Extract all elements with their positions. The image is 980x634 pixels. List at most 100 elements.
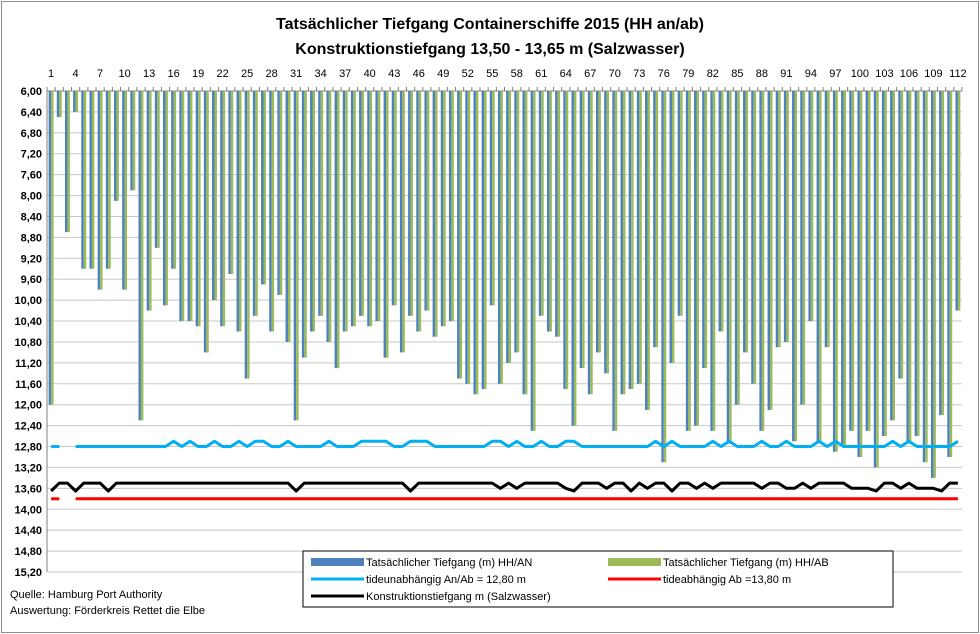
- x-tick-label: 28: [266, 68, 278, 80]
- bar-hh-ab: [876, 91, 879, 468]
- bar-hh-ab: [582, 91, 585, 369]
- bar-hh-an: [596, 91, 599, 353]
- bar-hh-an: [906, 91, 909, 442]
- bar-hh-an: [48, 91, 52, 405]
- bar-hh-an: [73, 91, 76, 112]
- bar-hh-ab: [304, 91, 307, 358]
- x-tick-label: 58: [511, 68, 523, 80]
- bar-hh-an: [849, 91, 852, 431]
- bar-hh-an: [734, 91, 738, 405]
- bar-hh-an: [203, 91, 207, 353]
- bar-hh-ab: [328, 91, 332, 342]
- bar-hh-an: [212, 91, 215, 301]
- bar-hh-ab: [696, 91, 699, 426]
- bar-hh-ab: [541, 91, 544, 316]
- bar-hh-ab: [622, 91, 626, 395]
- bar-hh-an: [334, 91, 338, 369]
- x-tick-label: 100: [851, 68, 869, 80]
- bar-hh-ab: [900, 91, 904, 379]
- bar-hh-an: [636, 91, 640, 384]
- bar-hh-an: [89, 91, 92, 269]
- bar-hh-ab: [598, 91, 601, 353]
- x-tick-label: 52: [462, 68, 474, 80]
- bar-hh-an: [645, 91, 648, 410]
- x-tick-label: 1: [48, 68, 54, 80]
- bar-hh-an: [939, 91, 942, 416]
- bar-hh-ab: [941, 91, 945, 416]
- bar-hh-an: [816, 91, 820, 442]
- legend-label-konstruktionstiefgang: Konstruktionstiefgang m (Salzwasser): [366, 591, 551, 603]
- x-tick-label: 25: [241, 68, 253, 80]
- x-tick-label: 16: [168, 68, 180, 80]
- bar-hh-ab: [688, 91, 691, 431]
- reference-lines: [50, 439, 959, 501]
- bar-hh-an: [800, 91, 803, 405]
- bar-hh-an: [808, 91, 811, 322]
- bar-hh-an: [187, 91, 190, 322]
- bar-hh-an: [293, 91, 297, 421]
- bar-hh-an: [587, 91, 591, 395]
- y-tick-label: 8,00: [21, 191, 42, 203]
- bar-hh-an: [457, 91, 460, 379]
- bar-hh-ab: [255, 91, 258, 316]
- bar-hh-an: [310, 91, 313, 332]
- bar-hh-ab: [549, 91, 552, 332]
- y-tick-label: 11,20: [15, 358, 42, 370]
- bar-hh-ab: [386, 91, 389, 358]
- bar-hh-ab: [435, 91, 438, 337]
- bar-hh-an: [448, 91, 452, 322]
- bar-hh-an: [571, 91, 574, 426]
- bar-hh-ab: [279, 91, 283, 295]
- bar-hh-ab: [868, 91, 871, 431]
- y-tick-label: 12,40: [14, 421, 42, 433]
- bar-hh-an: [685, 91, 689, 431]
- bar-hh-an: [563, 91, 566, 390]
- y-tick-label: 6,40: [21, 107, 42, 119]
- x-tick-label: 55: [486, 68, 498, 80]
- bar-hh-ab: [933, 91, 936, 478]
- y-tick-label: 7,20: [21, 149, 42, 161]
- bar-hh-an: [497, 91, 501, 384]
- x-tick-label: 61: [535, 68, 547, 80]
- y-tick-label: 7,60: [21, 170, 42, 182]
- legend-swatch-hh-ab: [608, 558, 661, 566]
- bar-hh-an: [710, 91, 713, 431]
- bar-hh-an: [171, 91, 174, 269]
- bar-hh-ab: [573, 91, 577, 426]
- legend-label-hh-ab: Tatsächlicher Tiefgang (m) HH/AB: [663, 557, 829, 569]
- line-tideunabhaengig: [75, 439, 959, 448]
- evaluation-line: Auswertung: Förderkreis Rettet die Elbe: [10, 605, 205, 617]
- bar-hh-ab: [859, 91, 863, 457]
- bar-hh-an: [424, 91, 427, 311]
- bar-hh-ab: [516, 91, 520, 353]
- bar-hh-an: [146, 91, 150, 311]
- bar-hh-ab: [720, 91, 724, 332]
- bar-hh-ab: [770, 91, 773, 410]
- bar-hh-an: [399, 91, 403, 353]
- bar-hh-an: [195, 91, 199, 327]
- bar-hh-an: [252, 91, 256, 316]
- source-line: Quelle: Hamburg Port Authority: [10, 589, 163, 601]
- bar-hh-ab: [51, 91, 54, 405]
- bar-hh-an: [261, 91, 264, 285]
- bar-hh-an: [702, 91, 705, 369]
- y-tick-label: 12,80: [14, 442, 42, 454]
- bar-hh-ab: [459, 91, 463, 379]
- y-tick-label: 10,00: [14, 295, 42, 307]
- bar-hh-an: [947, 91, 950, 457]
- bar-hh-ab: [369, 91, 373, 327]
- x-tick-label: 76: [658, 68, 670, 80]
- bar-hh-an: [105, 91, 109, 269]
- bar-hh-ab: [173, 91, 177, 269]
- y-tick-label: 9,20: [21, 253, 42, 265]
- x-tick-label: 91: [780, 68, 792, 80]
- bar-hh-ab: [83, 91, 87, 269]
- bar-hh-ab: [100, 91, 103, 290]
- bar-hh-ab: [475, 91, 479, 395]
- bar-hh-ab: [377, 91, 381, 322]
- bar-hh-ab: [671, 91, 675, 363]
- x-tick-label: 106: [900, 68, 918, 80]
- bar-hh-an: [163, 91, 166, 306]
- bar-hh-an: [473, 91, 476, 395]
- legend: Tatsächlicher Tiefgang (m) HH/AN Tatsäch…: [302, 550, 894, 608]
